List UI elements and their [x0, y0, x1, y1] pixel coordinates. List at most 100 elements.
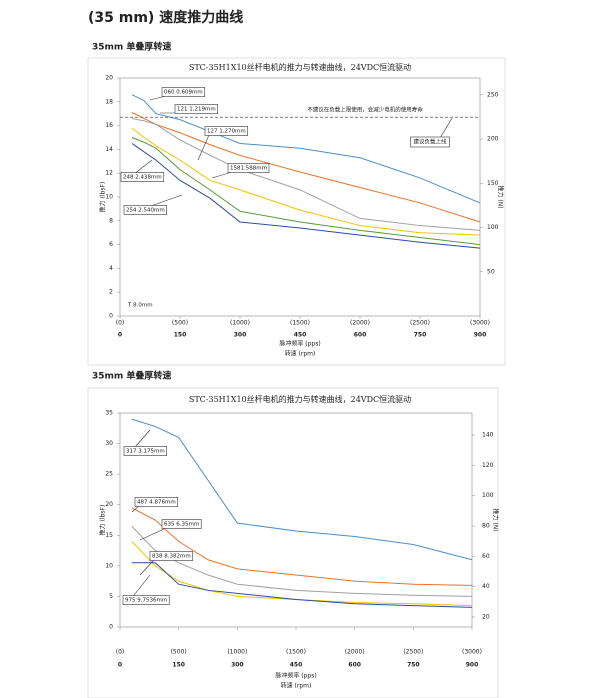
callout-box — [410, 136, 450, 148]
x-tick-label: (1000) — [230, 320, 250, 327]
reference-note: 建议负载上线 — [413, 138, 447, 146]
y2-tick-label: 140 — [482, 431, 494, 438]
callout-box — [161, 519, 202, 529]
x-tick-label: (1500) — [286, 649, 306, 656]
x-tick-label: (2000) — [350, 320, 370, 327]
y2-tick-label: 60 — [482, 553, 490, 560]
callout-label: 635 6.35mm — [164, 522, 199, 528]
y-tick-label: 14 — [105, 146, 113, 153]
x-tick-label: (3000) — [462, 649, 482, 656]
callout-pointer — [439, 118, 453, 139]
series-line — [131, 112, 481, 223]
y2-tick-label: 80 — [482, 522, 490, 529]
y-tick-label: 25 — [105, 471, 113, 478]
x-tick-label: (500) — [171, 649, 187, 656]
x2-tick-label: 600 — [354, 332, 367, 339]
y2-axis-label: 推力 (N) — [497, 185, 505, 208]
plot-frame — [119, 77, 481, 317]
callout-label: 121 1.219mm — [177, 107, 216, 113]
x2-tick-label: 300 — [231, 662, 244, 669]
y-tick-label: 5 — [109, 593, 113, 600]
series-line — [131, 127, 481, 236]
y-tick-label: 6 — [109, 241, 113, 248]
x2-tick-label: 900 — [466, 662, 479, 669]
y-tick-label: 0 — [109, 313, 113, 320]
series-line — [131, 143, 481, 249]
callout-box — [204, 126, 249, 136]
x2-tick-label: 150 — [174, 332, 187, 339]
y2-tick-label: 150 — [487, 180, 499, 187]
x-tick-label: (1000) — [227, 649, 247, 656]
y-tick-label: 0 — [109, 624, 113, 631]
callout-pointer — [139, 527, 167, 541]
callout-box — [174, 104, 219, 114]
y2-tick-label: 20 — [482, 613, 490, 620]
x-tick-label: (1500) — [290, 320, 310, 327]
x-tick-label: (2500) — [410, 320, 430, 327]
callout-box — [149, 551, 194, 561]
x2-axis-label: 转速 (rpm) — [285, 350, 316, 358]
x-tick-label: (500) — [172, 320, 188, 327]
callout-box — [122, 595, 170, 605]
y-tick-label: 12 — [105, 170, 113, 177]
y-tick-label: 8 — [109, 217, 113, 224]
series-line — [131, 541, 473, 607]
x2-tick-label: 300 — [234, 332, 247, 339]
y2-axis-label: 推力 (N) — [492, 508, 500, 531]
callout-label: 127 1.270mm — [207, 129, 246, 135]
callout-box — [123, 205, 168, 215]
chart-title: STC-35H1X10丝杆电机的推力与转速曲线，24VDC恒流驱动 — [189, 62, 411, 72]
callout-label: 975 9.7536mm — [125, 598, 167, 604]
callout-pointer — [139, 559, 155, 576]
chart-frame — [87, 57, 506, 366]
x2-tick-label: 750 — [407, 662, 420, 669]
series-line — [131, 562, 473, 608]
x-tick-label: (0) — [116, 320, 125, 327]
chart-subtitle: 35mm 单叠厚转速 — [92, 370, 171, 382]
y2-tick-label: 100 — [487, 224, 499, 231]
x2-tick-label: 900 — [474, 332, 487, 339]
x2-tick-label: 450 — [294, 332, 307, 339]
y-tick-label: 18 — [105, 98, 113, 105]
callout-label: 1581.588mm — [230, 166, 267, 172]
y-tick-label: 30 — [105, 440, 113, 447]
y2-tick-label: 200 — [487, 136, 499, 143]
callout-label: 317 3.175mm — [126, 449, 165, 455]
x-tick-label: (3000) — [470, 320, 490, 327]
x2-tick-label: 450 — [290, 662, 303, 669]
chart-title: STC-35H1X10丝杆电机的推力与转速曲线，24VDC恒流驱动 — [189, 394, 411, 404]
y-axis-label: 推力 (lbsF) — [99, 182, 107, 213]
series-line — [131, 94, 481, 204]
series-line — [131, 117, 481, 231]
callout-label: 248 2.438mm — [123, 175, 162, 181]
page-title: (35 mm) 速度推力曲线 — [88, 9, 243, 26]
callout-box — [161, 87, 206, 97]
y2-tick-label: 50 — [487, 268, 495, 275]
y2-tick-label: 250 — [487, 91, 499, 98]
x2-axis-label: 转速 (rpm) — [281, 682, 312, 690]
callout-box — [123, 446, 168, 456]
y-tick-label: 20 — [105, 75, 113, 82]
x2-tick-label: 750 — [414, 332, 427, 339]
chart-frame — [87, 387, 499, 698]
x2-tick-label: 0 — [118, 662, 122, 669]
annotation: T 8.0mm — [127, 303, 153, 309]
y-tick-label: 10 — [105, 194, 113, 201]
y-tick-label: 4 — [109, 265, 113, 272]
callout-label: 060 0.609mm — [164, 90, 203, 96]
series-line — [131, 137, 481, 246]
callout-pointer — [211, 171, 233, 179]
series-line — [131, 525, 473, 597]
x2-tick-label: 0 — [118, 332, 122, 339]
series-line — [131, 418, 473, 561]
callout-box — [227, 163, 270, 173]
callout-pointer — [197, 134, 210, 161]
x-axis-label: 脉冲频率 (pps) — [279, 340, 320, 348]
x-tick-label: (2500) — [403, 649, 423, 656]
y-tick-label: 10 — [105, 562, 113, 569]
y-tick-label: 15 — [105, 532, 113, 539]
callout-pointer — [131, 505, 140, 513]
y-axis-label: 推力 (lbsF) — [99, 505, 107, 536]
y-tick-label: 35 — [105, 410, 113, 417]
